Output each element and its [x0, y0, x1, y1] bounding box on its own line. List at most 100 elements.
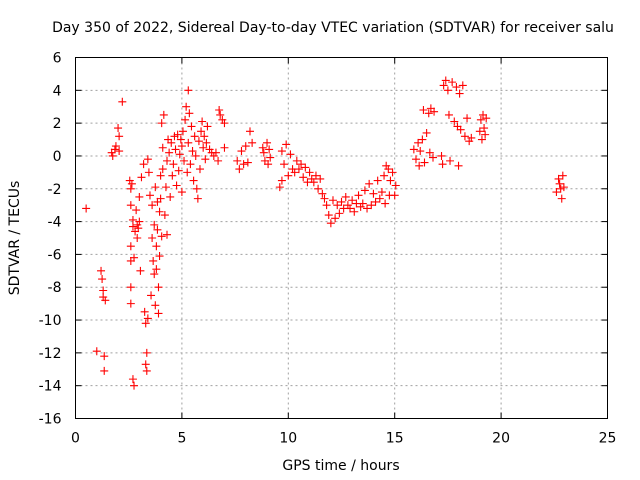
data-point — [140, 307, 149, 316]
data-point — [192, 184, 201, 193]
data-point — [115, 132, 124, 141]
data-point — [139, 160, 148, 169]
data-point — [369, 189, 378, 198]
x-tick-labels: 0 5 10 15 20 25 — [71, 431, 616, 447]
data-point — [554, 174, 563, 183]
data-point — [367, 201, 376, 210]
data-point — [314, 184, 323, 193]
data-point — [311, 171, 320, 180]
data-point — [177, 142, 186, 151]
data-point — [439, 81, 448, 90]
data-point — [239, 160, 248, 169]
data-point — [318, 189, 327, 198]
data-point — [132, 206, 141, 215]
data-point — [248, 138, 257, 147]
data-point — [277, 147, 286, 156]
axis-ticks — [75, 57, 608, 419]
data-point — [305, 168, 314, 177]
data-point — [555, 179, 564, 188]
data-point — [455, 89, 464, 98]
data-point — [194, 137, 203, 146]
data-point — [263, 138, 272, 147]
data-point — [173, 130, 182, 139]
data-point — [82, 204, 91, 213]
data-point — [153, 225, 162, 234]
data-point — [181, 115, 190, 124]
data-point — [220, 119, 229, 128]
data-point — [201, 155, 210, 164]
data-point — [371, 197, 380, 206]
y-tick-label: 0 — [53, 149, 62, 165]
data-point — [154, 283, 163, 292]
data-point — [480, 124, 489, 133]
data-point — [346, 204, 355, 213]
data-point — [160, 211, 169, 220]
data-point — [391, 181, 400, 190]
data-point — [233, 156, 242, 165]
data-point — [411, 155, 420, 164]
data-point — [110, 145, 119, 154]
data-point — [185, 109, 194, 118]
data-point — [444, 110, 453, 119]
data-point — [150, 270, 159, 279]
data-point — [148, 201, 157, 210]
data-point — [133, 234, 142, 242]
data-point — [292, 156, 301, 165]
data-point — [316, 174, 325, 183]
data-point — [100, 352, 109, 361]
data-point — [115, 147, 124, 156]
data-point — [341, 192, 350, 201]
data-point — [143, 314, 152, 323]
data-point — [128, 375, 137, 384]
data-point — [149, 256, 158, 265]
data-point — [235, 165, 244, 174]
data-point — [195, 165, 204, 174]
data-point — [163, 156, 172, 165]
data-point — [348, 196, 357, 205]
data-point — [265, 145, 274, 154]
data-point — [188, 147, 197, 156]
data-point — [145, 191, 154, 200]
data-point — [375, 194, 384, 203]
data-point — [420, 158, 429, 167]
data-point — [155, 207, 164, 216]
data-point — [184, 138, 193, 147]
data-point — [437, 151, 446, 160]
data-point — [143, 155, 152, 164]
data-point — [277, 176, 286, 185]
data-point — [130, 253, 139, 262]
data-point — [275, 183, 284, 192]
data-point — [174, 166, 183, 175]
data-point — [463, 114, 472, 123]
data-point — [197, 127, 206, 136]
data-point — [419, 106, 428, 115]
data-point — [144, 168, 153, 177]
data-point — [322, 201, 331, 210]
data-point — [299, 173, 308, 182]
data-point — [150, 220, 159, 229]
data-point — [156, 194, 165, 203]
data-point — [424, 109, 433, 118]
data-point — [477, 135, 486, 144]
data-point — [161, 183, 170, 192]
data-point — [326, 219, 335, 228]
data-point — [386, 176, 395, 185]
data-point — [98, 275, 107, 284]
data-point — [198, 117, 207, 126]
y-tick-label: -16 — [39, 412, 62, 428]
data-point — [166, 192, 175, 201]
data-point — [157, 119, 166, 128]
data-point — [388, 168, 397, 177]
data-point — [415, 161, 424, 170]
data-point — [425, 148, 434, 157]
data-point — [158, 143, 167, 152]
data-point — [373, 176, 382, 185]
data-point — [135, 192, 144, 201]
data-point — [309, 178, 318, 187]
data-point — [180, 156, 189, 165]
data-point — [454, 161, 463, 170]
data-point — [167, 138, 176, 147]
data-point — [215, 106, 224, 115]
data-point — [446, 156, 455, 165]
data-point — [184, 86, 193, 95]
